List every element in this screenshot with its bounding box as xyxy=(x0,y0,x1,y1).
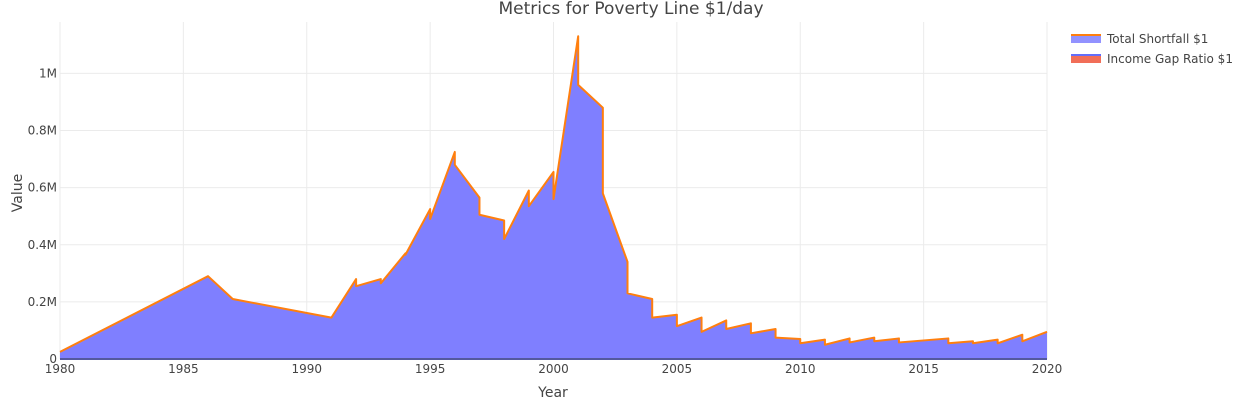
x-tick-label: 2000 xyxy=(538,362,569,376)
legend-swatch xyxy=(1071,35,1101,43)
y-tick-label: 0.8M xyxy=(28,124,57,138)
x-tick-label: 2020 xyxy=(1032,362,1063,376)
legend-swatch xyxy=(1071,55,1101,63)
x-axis-title: Year xyxy=(537,385,568,400)
x-tick-label: 2015 xyxy=(908,362,939,376)
y-tick-label: 0.6M xyxy=(28,181,57,195)
y-tick-label: 0.2M xyxy=(28,295,57,309)
y-tick-label: 0 xyxy=(49,352,57,366)
chart-title: Metrics for Poverty Line $1/day xyxy=(498,0,763,19)
y-tick-label: 1M xyxy=(39,66,57,80)
series-line-0 xyxy=(59,35,1048,353)
legend: Total Shortfall $1 Income Gap Ratio $1 xyxy=(1071,32,1233,66)
x-tick-label: 2010 xyxy=(785,362,816,376)
x-tick-label: 1995 xyxy=(415,362,446,376)
y-tick-label: 0.4M xyxy=(28,238,57,252)
legend-label: Income Gap Ratio $1 xyxy=(1107,52,1233,66)
grid xyxy=(59,22,1048,359)
x-tick-label: 1980 xyxy=(45,362,76,376)
y-axis-title: Value xyxy=(10,174,26,212)
x-tick-label: 1985 xyxy=(168,362,199,376)
axes: 1980 1985 1990 1995 2000 2005 2010 2015 2020 0 0.2… xyxy=(28,66,1063,376)
legend-item: Income Gap Ratio $1 xyxy=(1071,52,1233,66)
x-tick-label: 1990 xyxy=(291,362,322,376)
x-tick-label: 2005 xyxy=(662,362,693,376)
legend-item: Total Shortfall $1 xyxy=(1071,32,1208,46)
legend-label: Total Shortfall $1 xyxy=(1106,32,1208,46)
